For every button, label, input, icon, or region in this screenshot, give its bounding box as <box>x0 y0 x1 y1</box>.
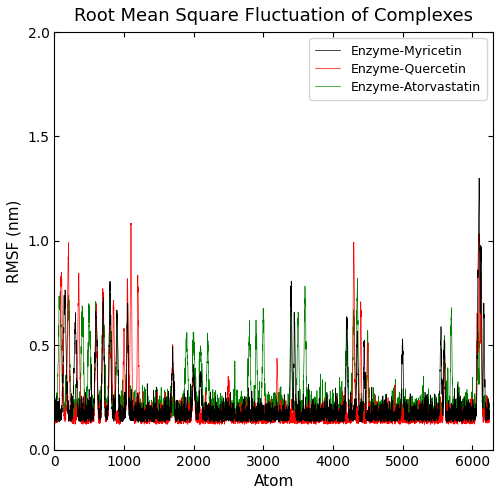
Enzyme-Atorvastatin <box>52 416 58 422</box>
Enzyme-Quercetin <box>178 415 184 421</box>
Enzyme-Atorvastatin <box>211 420 217 426</box>
Enzyme-Atorvastatin <box>295 411 301 417</box>
Enzyme-Atorvastatin <box>306 411 312 417</box>
Enzyme-Atorvastatin <box>400 342 406 348</box>
Enzyme-Quercetin <box>486 413 492 419</box>
Enzyme-Quercetin <box>295 418 301 424</box>
Legend: Enzyme-Myricetin, Enzyme-Quercetin, Enzyme-Atorvastatin: Enzyme-Myricetin, Enzyme-Quercetin, Enzy… <box>309 38 487 100</box>
Enzyme-Atorvastatin <box>476 175 482 181</box>
Enzyme-Myricetin <box>400 412 406 418</box>
Line: Enzyme-Myricetin: Enzyme-Myricetin <box>54 247 490 418</box>
Enzyme-Atorvastatin <box>178 419 184 425</box>
Enzyme-Quercetin <box>209 416 215 422</box>
Enzyme-Myricetin <box>478 244 484 250</box>
Line: Enzyme-Atorvastatin: Enzyme-Atorvastatin <box>54 178 490 423</box>
Enzyme-Atorvastatin <box>486 414 492 420</box>
Enzyme-Myricetin <box>178 411 184 417</box>
Enzyme-Myricetin <box>306 411 312 417</box>
X-axis label: Atom: Atom <box>254 474 294 489</box>
Title: Root Mean Square Fluctuation of Complexes: Root Mean Square Fluctuation of Complexe… <box>74 7 473 25</box>
Enzyme-Quercetin <box>307 404 313 410</box>
Enzyme-Atorvastatin <box>209 408 215 414</box>
Enzyme-Myricetin <box>209 414 215 420</box>
Enzyme-Myricetin <box>486 408 492 414</box>
Enzyme-Quercetin <box>457 419 463 425</box>
Enzyme-Myricetin <box>283 415 289 421</box>
Enzyme-Quercetin <box>400 414 406 420</box>
Enzyme-Quercetin <box>252 422 258 428</box>
Enzyme-Myricetin <box>457 413 463 419</box>
Enzyme-Quercetin <box>128 220 134 226</box>
Enzyme-Quercetin <box>52 413 58 419</box>
Line: Enzyme-Quercetin: Enzyme-Quercetin <box>54 223 490 425</box>
Enzyme-Myricetin <box>295 309 301 315</box>
Enzyme-Myricetin <box>52 415 58 421</box>
Y-axis label: RMSF (nm): RMSF (nm) <box>7 199 22 283</box>
Enzyme-Atorvastatin <box>457 413 463 419</box>
